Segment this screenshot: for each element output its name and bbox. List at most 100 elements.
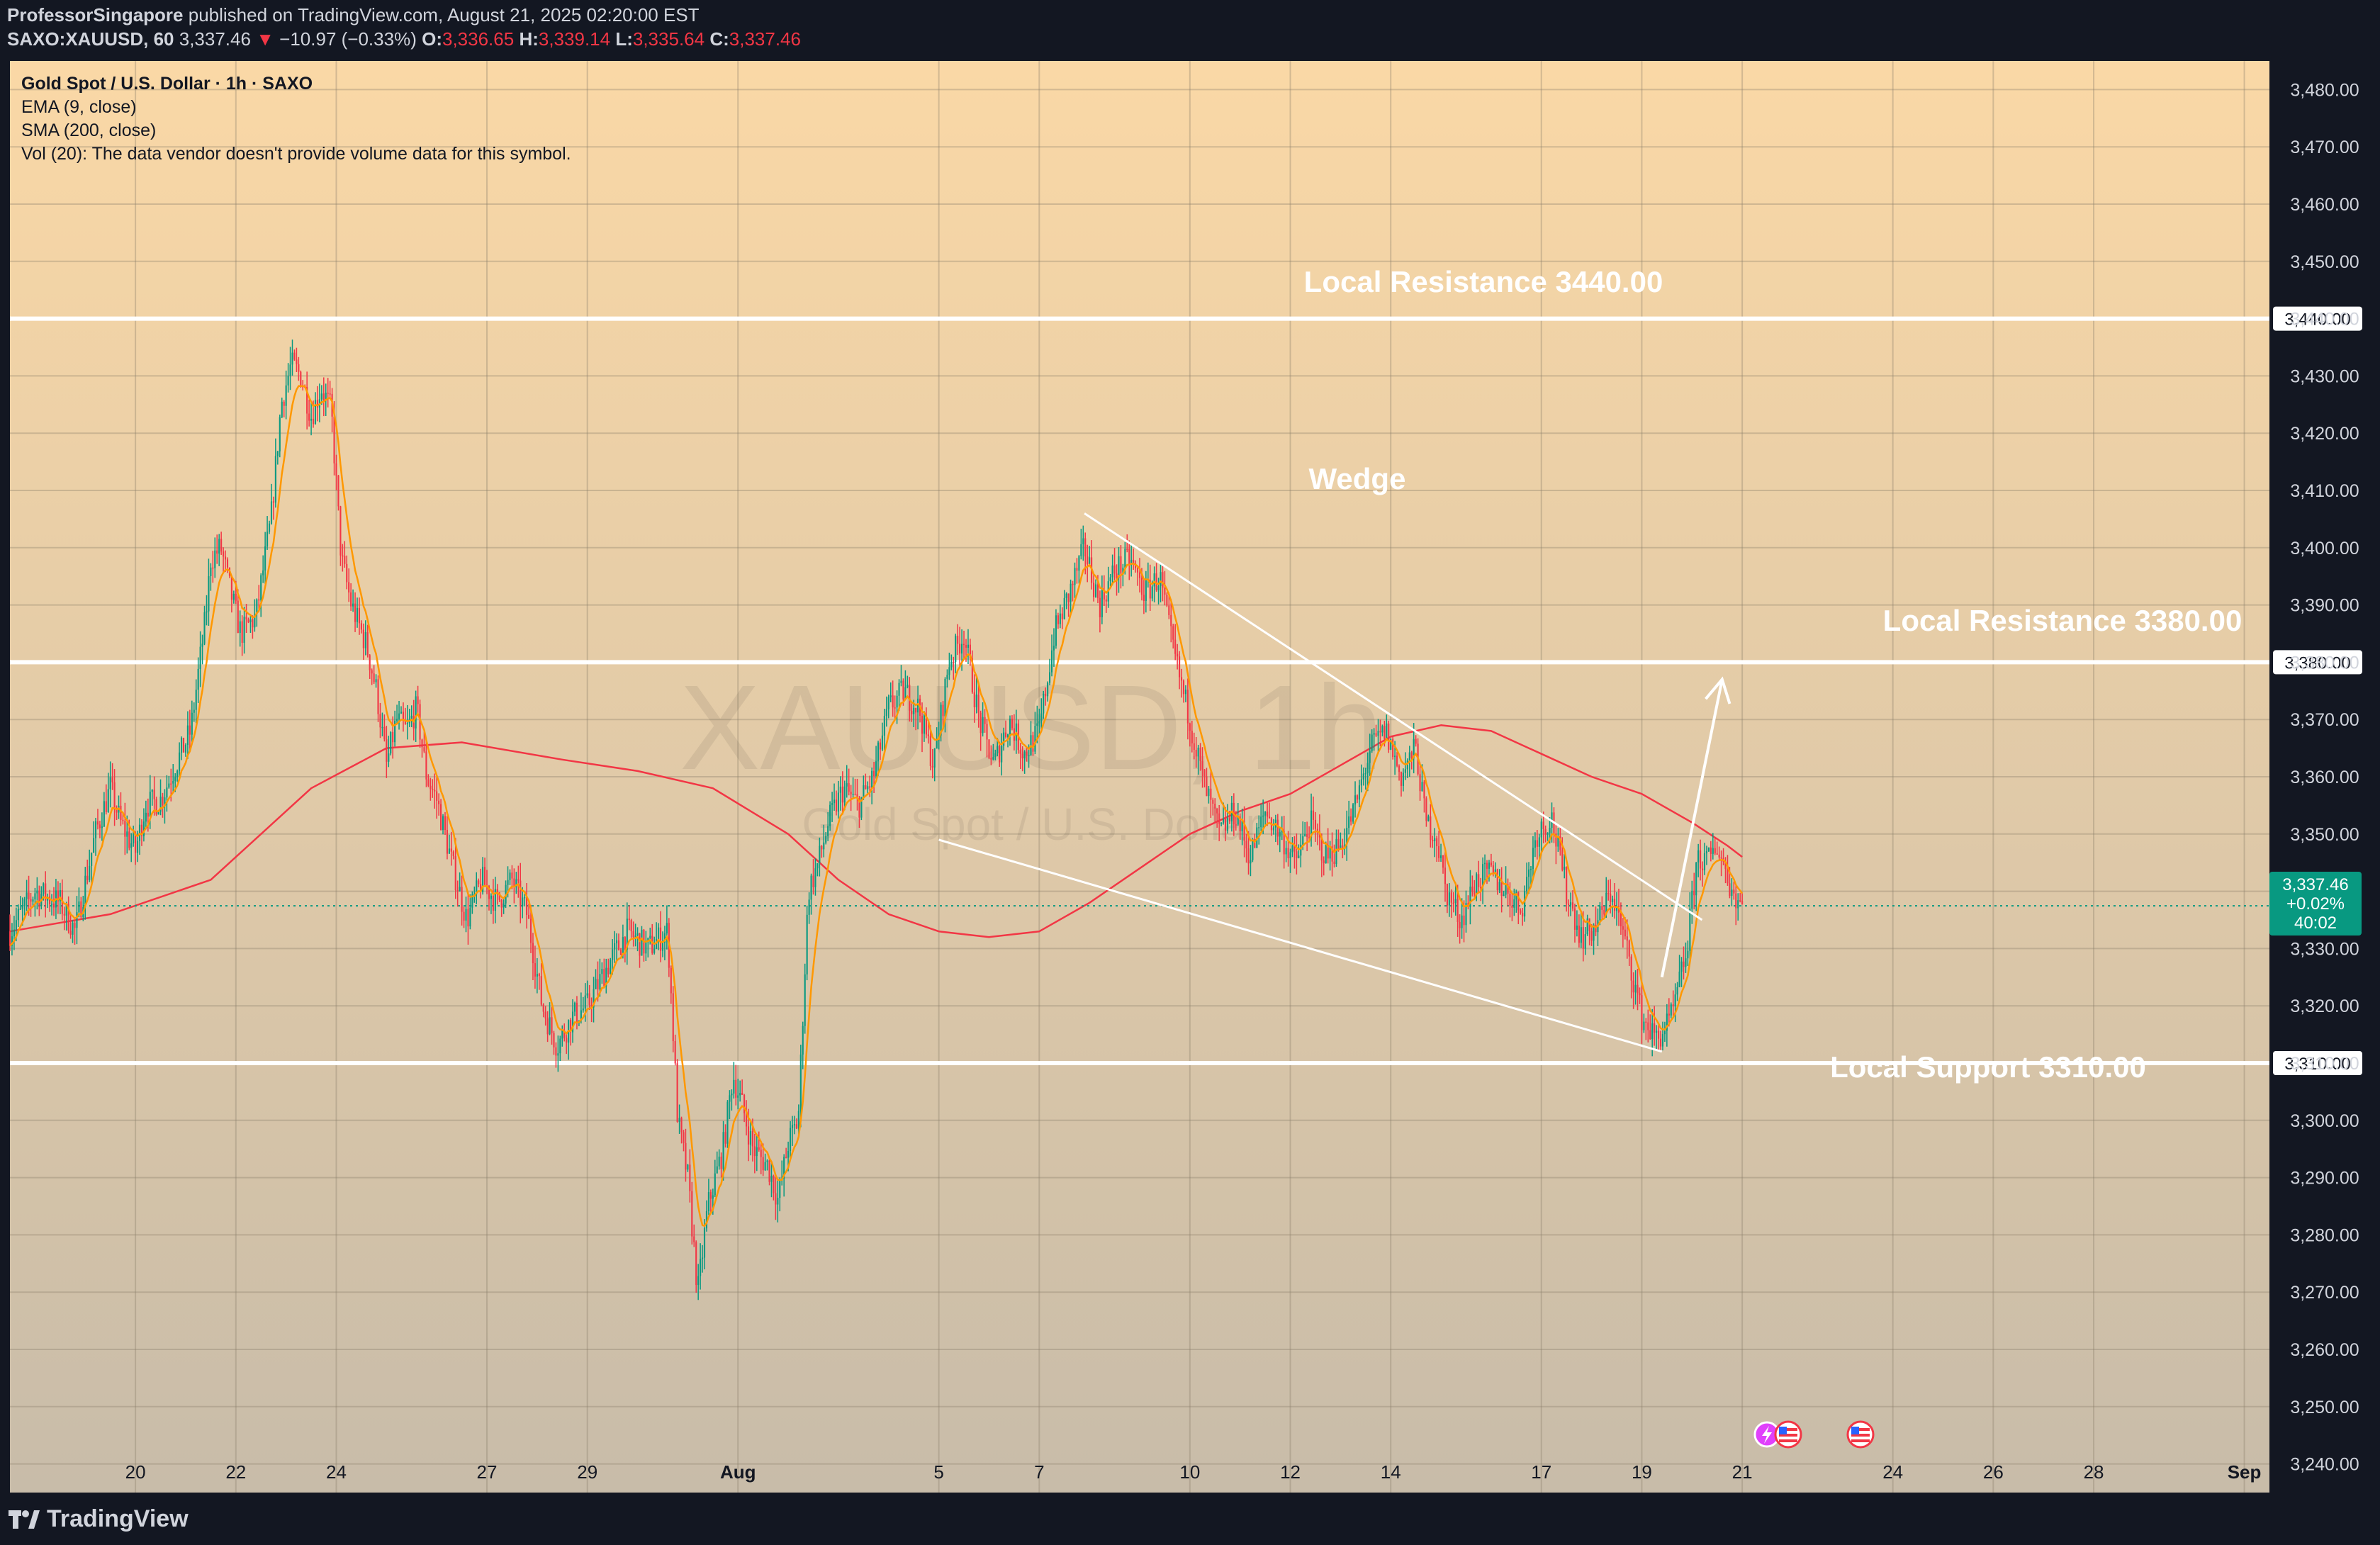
candle-down: [302, 380, 304, 391]
candle-up: [777, 1180, 779, 1223]
candle-body: [990, 758, 992, 760]
candle-down: [1072, 580, 1074, 602]
candle-up: [172, 764, 174, 793]
candle-up: [197, 657, 199, 704]
candle-body: [961, 644, 963, 654]
candle-up: [1023, 750, 1026, 774]
candle-body: [293, 352, 296, 360]
candle-up: [863, 775, 865, 800]
legend-volume[interactable]: Vol (20): The data vendor doesn't provid…: [21, 144, 571, 164]
candle-down: [597, 961, 599, 1002]
candle-body: [1032, 735, 1034, 752]
candle-body: [1678, 971, 1680, 987]
candle-down: [1571, 890, 1574, 911]
candle-up: [471, 891, 473, 914]
candle-body: [23, 899, 26, 906]
candle-up: [281, 397, 283, 419]
candle-body: [1476, 874, 1478, 894]
us-flag-event-icon[interactable]: [1846, 1420, 1875, 1449]
candle-body: [1666, 1013, 1668, 1031]
candle-up: [145, 800, 147, 830]
candle-body: [873, 770, 875, 777]
candle-body: [839, 786, 841, 793]
candle-body: [210, 567, 212, 577]
candle-up: [1404, 752, 1406, 780]
candle-down: [1423, 780, 1425, 813]
price-axis[interactable]: [2269, 61, 2380, 1493]
candle-body: [1568, 904, 1570, 905]
economic-events[interactable]: [1753, 1420, 1875, 1449]
candle-up: [702, 1245, 704, 1273]
candle-body: [833, 799, 836, 804]
last-price-tag[interactable]: 3,337.46 +0.02% 40:02: [2269, 872, 2362, 936]
trend-drawings: [938, 512, 1731, 1053]
candle-down: [360, 620, 362, 634]
candle-up: [900, 665, 902, 687]
candle-body: [1703, 853, 1706, 870]
candle-body: [415, 696, 417, 729]
candle-up: [1040, 698, 1043, 730]
candle-body: [1155, 573, 1157, 590]
candle-down: [1177, 644, 1179, 670]
candle-body: [1026, 751, 1028, 756]
candle-body: [1716, 853, 1718, 855]
candle-body: [997, 746, 999, 753]
legend-sma[interactable]: SMA (200, close): [21, 120, 157, 140]
candle-body: [787, 1150, 790, 1158]
candle-down: [670, 965, 672, 1004]
candle-down: [892, 680, 894, 717]
candle-down: [1741, 893, 1744, 905]
candle-down: [348, 568, 350, 602]
candle-down: [1032, 731, 1034, 756]
candle-up: [1279, 826, 1281, 853]
legend-title[interactable]: Gold Spot / U.S. Dollar · 1h · SAXO: [21, 74, 313, 94]
candle-body: [149, 792, 151, 817]
legend-ema[interactable]: EMA (9, close): [21, 97, 137, 117]
candle-body: [973, 692, 975, 707]
candle-body: [1571, 902, 1574, 909]
candle-body: [789, 1128, 792, 1151]
candle-up: [764, 1153, 766, 1172]
candle-down: [358, 597, 361, 635]
candle-down: [988, 739, 990, 760]
candle-body: [354, 603, 357, 622]
candle-body: [566, 1038, 568, 1043]
candle-body: [1446, 884, 1448, 906]
candle-up: [605, 958, 607, 994]
candle-body: [352, 603, 354, 607]
candle-down: [1632, 972, 1634, 1009]
us-flag-event-icon[interactable]: [1774, 1420, 1802, 1449]
symbol-interval[interactable]: SAXO:XAUUSD, 60: [7, 28, 174, 50]
candle-body: [371, 670, 373, 674]
tradingview-logo[interactable]: TradingView: [9, 1505, 189, 1533]
candle-down: [1474, 880, 1476, 898]
time-axis-tick-label: 12: [1280, 1461, 1301, 1483]
author-name[interactable]: ProfessorSingapore: [7, 4, 184, 26]
candle-body: [65, 904, 67, 916]
watermark-name: Gold Spot / U.S. Dollar: [802, 799, 1260, 850]
candle-body: [49, 897, 51, 904]
candle-up: [1030, 721, 1032, 756]
candle-down: [96, 809, 99, 830]
candle-down: [1316, 823, 1318, 845]
candle-body: [296, 359, 298, 364]
candle-body: [1564, 867, 1566, 870]
candle-down: [1189, 722, 1191, 747]
candle-up: [243, 607, 245, 654]
candle-body: [34, 893, 36, 900]
candle-down: [551, 1006, 553, 1045]
candle-up: [1145, 571, 1147, 613]
candle-body: [1019, 750, 1021, 754]
candle-body: [1573, 908, 1576, 930]
candle-body: [1408, 752, 1410, 761]
candle-body: [300, 371, 302, 387]
candle-up: [923, 711, 926, 742]
candle-body: [883, 716, 885, 736]
candle-up: [595, 969, 597, 989]
candle-body: [626, 918, 628, 950]
candle-down: [674, 1034, 676, 1066]
candle-body: [1714, 848, 1716, 854]
level-tag-box: [2273, 306, 2362, 331]
candle-body: [1448, 892, 1450, 906]
